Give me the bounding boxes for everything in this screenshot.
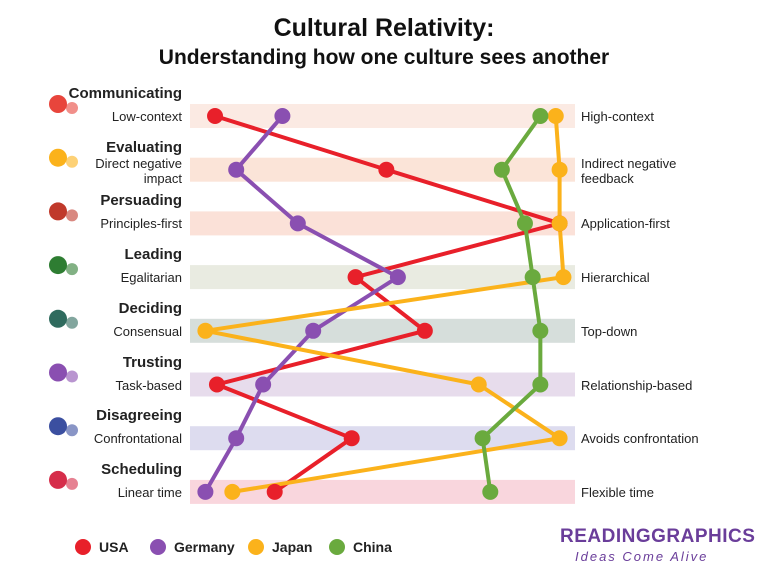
row-icon xyxy=(66,102,78,114)
left-label: Low-context xyxy=(111,109,182,124)
dot xyxy=(289,215,306,232)
row-icon xyxy=(66,477,78,490)
dimension-name: Deciding xyxy=(118,299,182,317)
row-icon xyxy=(49,363,67,382)
dot xyxy=(266,483,283,500)
row-icon xyxy=(49,470,67,489)
row-icon xyxy=(49,148,67,167)
legend-marker xyxy=(150,539,166,555)
band xyxy=(190,104,575,128)
dot xyxy=(228,161,245,178)
dot xyxy=(493,161,510,178)
dimension-name: Persuading xyxy=(100,192,182,210)
row-icon xyxy=(49,202,67,221)
chart-title: Cultural Relativity: xyxy=(273,14,495,42)
dot xyxy=(208,376,225,393)
left-label: Consensual xyxy=(113,323,182,339)
dot xyxy=(343,430,360,447)
dot xyxy=(551,161,568,178)
legend-label: Germany xyxy=(174,539,235,555)
legend-marker xyxy=(75,539,91,555)
series-line xyxy=(205,115,566,494)
legend-label: USA xyxy=(99,539,129,555)
dimension-name: Disagreeing xyxy=(96,407,182,425)
left-label: Egalitarian xyxy=(120,270,182,286)
right-label: Relationship-based xyxy=(581,377,693,393)
row-icon xyxy=(66,424,78,437)
right-label: Top-down xyxy=(581,323,638,339)
row-icon xyxy=(49,417,67,436)
dot xyxy=(551,430,568,447)
dot xyxy=(197,322,214,339)
dot xyxy=(347,269,364,286)
chart-subtitle: Understanding how one culture sees anoth… xyxy=(158,46,610,69)
dot xyxy=(532,108,549,124)
row-icon xyxy=(66,209,78,222)
dot xyxy=(274,108,291,124)
left-label: Direct negative impact xyxy=(95,155,182,186)
dimension-name: Evaluating xyxy=(106,138,182,156)
dot xyxy=(474,430,491,447)
dot xyxy=(470,376,487,393)
dot xyxy=(547,108,564,124)
row-icon xyxy=(66,370,78,383)
band xyxy=(190,479,575,504)
dot xyxy=(532,376,549,393)
left-label: Principles-first xyxy=(100,216,182,232)
right-label: Flexible time xyxy=(581,484,654,500)
dot xyxy=(482,483,499,500)
dot xyxy=(516,215,533,232)
logo-tagline: Ideas Come Alive xyxy=(575,549,709,564)
dimension-name: Scheduling xyxy=(101,460,182,478)
dot xyxy=(416,322,433,339)
legend-marker xyxy=(329,539,345,555)
dot xyxy=(378,161,395,178)
dot xyxy=(197,483,214,500)
logo-name: READINGGRAPHICS xyxy=(560,526,756,547)
dot xyxy=(532,322,549,339)
row-icon xyxy=(49,309,67,328)
legend-label: China xyxy=(353,539,392,555)
dot xyxy=(524,269,541,286)
dot xyxy=(207,108,224,124)
legend-label: Japan xyxy=(272,539,313,555)
dot xyxy=(228,430,245,447)
left-label: Confrontational xyxy=(93,431,182,447)
dot xyxy=(555,269,572,286)
right-label: Indirect negative feedback xyxy=(581,155,677,186)
row-icon xyxy=(66,316,78,329)
dimension-name: Leading xyxy=(124,246,182,264)
series-line xyxy=(480,114,543,493)
right-label: Hierarchical xyxy=(581,270,650,286)
series-line xyxy=(203,114,402,493)
row-icon xyxy=(49,95,67,113)
right-label: High-context xyxy=(581,109,654,124)
right-label: Application-first xyxy=(581,216,670,232)
dot xyxy=(224,483,241,500)
dimension-name: Trusting xyxy=(122,353,182,371)
dot xyxy=(255,376,272,393)
left-label: Task-based xyxy=(115,377,182,393)
row-icon xyxy=(49,256,67,275)
left-label: Linear time xyxy=(117,484,182,500)
row-icon xyxy=(66,155,78,168)
dot xyxy=(305,322,322,339)
dimension-name: Communicating xyxy=(68,85,182,102)
right-label: Avoids confrontation xyxy=(581,431,699,447)
dot xyxy=(551,215,568,232)
band xyxy=(190,211,575,236)
dot xyxy=(389,269,406,286)
row-icon xyxy=(66,263,78,276)
legend-marker xyxy=(248,539,264,555)
